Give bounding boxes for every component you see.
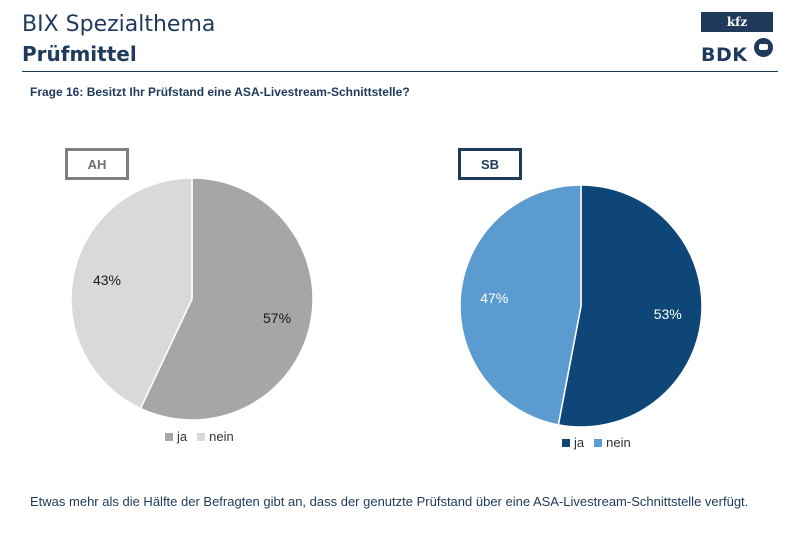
summary-text: Etwas mehr als die Hälfte der Befragten … [30,494,749,509]
legend-label-nein: nein [606,435,631,450]
pie-slice-ah-nein [70,177,193,410]
legend-item-ja: ja [562,435,584,450]
pie-slice-sb-nein [459,184,582,426]
pie-label-ah-ja: 57% [263,310,291,326]
chart-title-sb: SB [458,148,522,180]
legend-item-nein: nein [594,435,631,450]
chart-title-ah: AH [65,148,129,180]
pie-slice-sb-ja [557,184,703,428]
legend-item-nein: nein [197,429,234,444]
bdk-logo: BDK [701,44,748,66]
legend-label-nein: nein [209,429,234,444]
header-subtitle: Prüfmittel [22,42,137,66]
pie-label-sb-ja: 53% [654,306,682,322]
kfz-betrieb-logo: kfz betrieb [701,12,773,49]
bdk-badge-icon [754,38,773,57]
header-title: BIX Spezialthema [22,12,216,37]
pie-slice-ah-ja [139,177,314,421]
legend-swatch-ja [165,432,173,441]
pie-label-sb-nein: 47% [480,290,508,306]
legend-swatch-ja [562,438,570,447]
legend-sb: ja nein [562,435,641,450]
legend-item-ja: ja [165,429,187,444]
question-text: Frage 16: Besitzt Ihr Prüfstand eine ASA… [30,85,410,99]
legend-swatch-nein [197,432,206,441]
legend-label-ja: ja [177,429,188,444]
pie-label-ah-nein: 43% [93,272,121,288]
legend-label-ja: ja [574,435,585,450]
legend-swatch-nein [594,438,603,447]
legend-ah: ja nein [165,429,244,444]
header-divider [22,71,778,72]
